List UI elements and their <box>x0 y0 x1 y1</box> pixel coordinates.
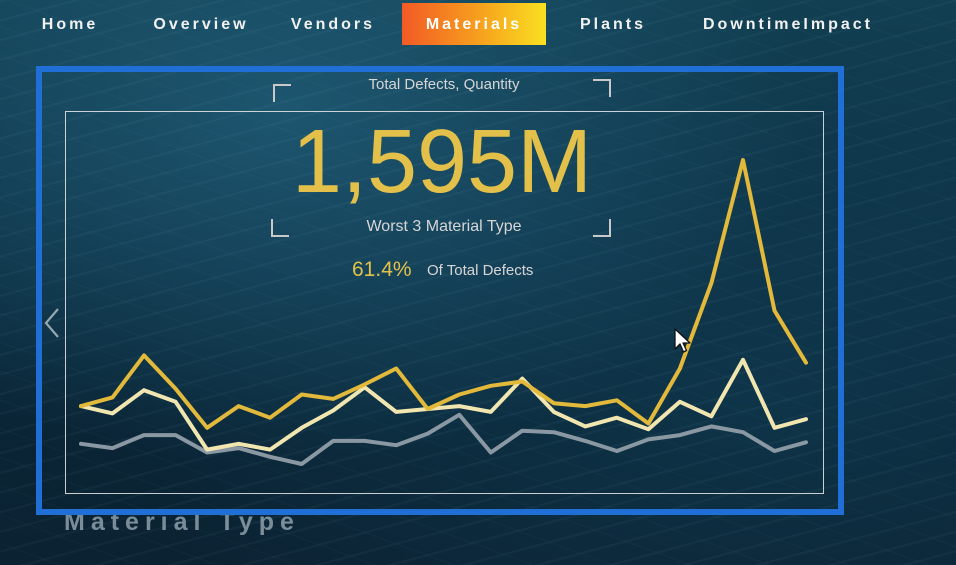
chevron-left-icon[interactable] <box>40 305 64 341</box>
series-line-1[interactable] <box>79 357 808 452</box>
line-chart[interactable] <box>65 111 824 494</box>
chart-border <box>65 111 824 494</box>
nav-overview[interactable]: Overview <box>153 16 249 33</box>
nav-home[interactable]: Home <box>41 16 99 33</box>
card-corner-bottom-left <box>271 219 289 237</box>
card-subtitle: Total Defects, Quantity <box>368 76 520 93</box>
series-line-2[interactable] <box>79 412 808 466</box>
mouse-pointer-icon <box>674 328 691 353</box>
total-defects-value: 1,595M <box>291 112 593 212</box>
nav-downtime-impact[interactable]: DowntimeImpact <box>702 16 873 33</box>
selected-visual-frame[interactable] <box>36 66 844 515</box>
card-corner-bottom-right <box>593 219 611 237</box>
card-corner-top-right <box>593 79 611 97</box>
card-corner-top-left <box>273 84 291 102</box>
card-caption: Worst 3 Material Type <box>366 218 522 235</box>
nav-materials[interactable]: Materials <box>402 3 546 45</box>
series-line-0[interactable] <box>79 158 808 430</box>
percent-label: Of Total Defects <box>427 262 534 279</box>
nav-plants[interactable]: Plants <box>579 16 646 33</box>
nav-vendors[interactable]: Vendors <box>290 16 376 33</box>
percent-value: 61.4% <box>352 258 412 281</box>
top-navigation: Home Overview Vendors Materials Plants D… <box>0 0 956 46</box>
